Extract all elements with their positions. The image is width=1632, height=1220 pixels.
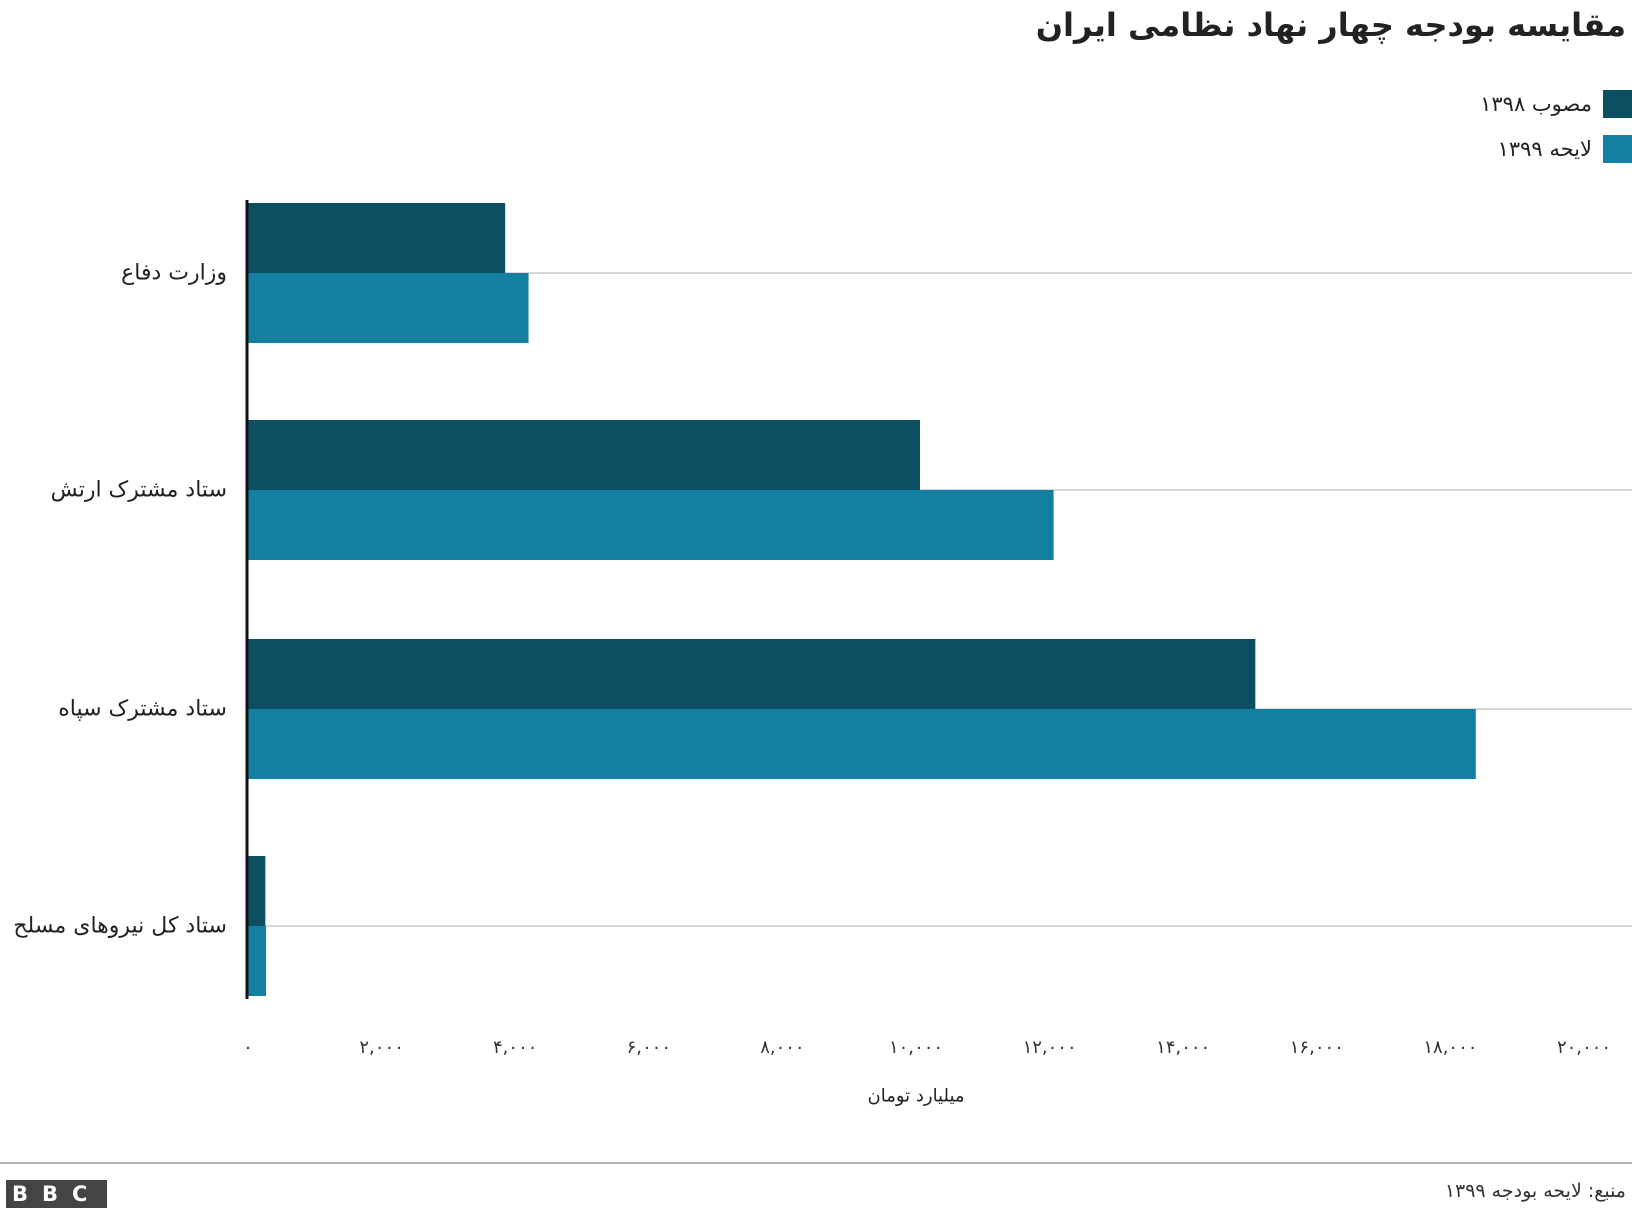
bar xyxy=(248,856,266,926)
bar xyxy=(248,490,1054,560)
x-tick-label: ۲۰,۰۰۰ xyxy=(1557,1037,1611,1058)
bar xyxy=(248,420,921,490)
source: منبع: لایحه بودجه ۱۳۹۹ xyxy=(1444,1180,1626,1202)
x-tick-label: ۰ xyxy=(243,1037,253,1058)
y-tick-label: ستاد کل نیروهای مسلح xyxy=(13,913,227,939)
bar xyxy=(248,639,1256,709)
x-axis-label: میلیارد تومان xyxy=(867,1085,965,1107)
x-tick-label: ۱۸,۰۰۰ xyxy=(1423,1037,1477,1058)
x-tick-label: ۱۴,۰۰۰ xyxy=(1156,1037,1210,1058)
x-tick-label: ۸,۰۰۰ xyxy=(760,1037,804,1058)
legend-swatch xyxy=(1603,135,1632,163)
y-tick-label: ستاد مشترک ارتش xyxy=(50,477,227,503)
x-tick-label: ۱۲,۰۰۰ xyxy=(1023,1037,1077,1058)
bar xyxy=(248,203,506,273)
legend-label: مصوب ۱۳۹۸ xyxy=(1480,92,1592,116)
legend-label: لایحه ۱۳۹۹ xyxy=(1497,137,1592,161)
chart-title: مقایسه بودجه چهار نهاد نظامی ایران xyxy=(1035,6,1626,44)
y-tick-label: وزارت دفاع xyxy=(121,260,227,286)
bar xyxy=(248,926,267,996)
bar xyxy=(248,273,529,343)
bar xyxy=(248,709,1476,779)
logo-text: BBC xyxy=(6,1180,108,1208)
x-tick-label: ۴,۰۰۰ xyxy=(493,1037,537,1058)
x-tick-label: ۲,۰۰۰ xyxy=(359,1037,403,1058)
x-tick-label: ۱۰,۰۰۰ xyxy=(889,1037,943,1058)
x-tick-label: ۱۶,۰۰۰ xyxy=(1290,1037,1344,1058)
logo: BBC xyxy=(6,1180,108,1208)
x-tick-label: ۶,۰۰۰ xyxy=(627,1037,671,1058)
y-tick-label: ستاد مشترک سپاه xyxy=(58,696,227,722)
legend-swatch xyxy=(1603,90,1632,118)
